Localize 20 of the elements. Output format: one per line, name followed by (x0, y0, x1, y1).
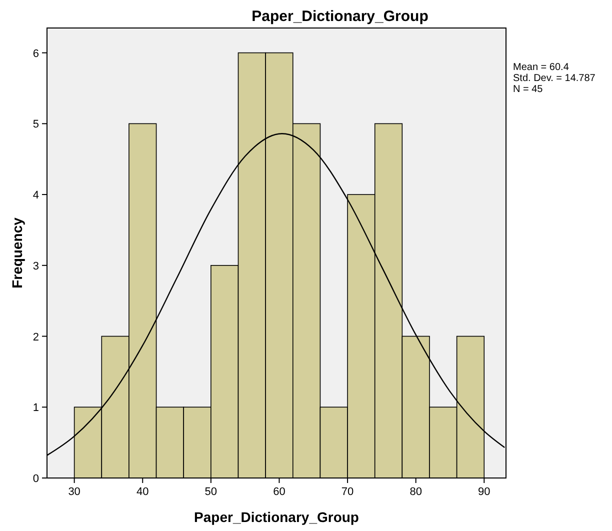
y-tick-label: 1 (32, 402, 39, 414)
y-tick-label: 0 (32, 473, 39, 485)
text: Std. Dev. = 14.787 (513, 73, 596, 84)
y-tick-label: 3 (32, 260, 39, 272)
x-tick-label: 80 (410, 486, 422, 498)
x-axis-title: Paper_Dictionary_Group (194, 509, 359, 525)
x-tick-label: 60 (273, 486, 286, 498)
y-tick-label: 4 (32, 190, 39, 202)
x-tick-label: 70 (341, 486, 354, 498)
y-tick-label: 6 (32, 48, 39, 60)
x-tick-label: 50 (204, 486, 218, 498)
y-axis-title: Frequency (9, 217, 25, 288)
x-tick-label: 90 (478, 486, 490, 498)
x-tick-label: 40 (136, 486, 149, 498)
text: Mean = 60.4 (513, 62, 570, 73)
y-tick-label: 5 (32, 118, 39, 131)
y-tick-label: 2 (32, 331, 39, 344)
text: N = 45 (513, 84, 544, 95)
x-tick-label: 30 (68, 486, 80, 498)
chart-title: Paper_Dictionary_Group (252, 8, 428, 25)
